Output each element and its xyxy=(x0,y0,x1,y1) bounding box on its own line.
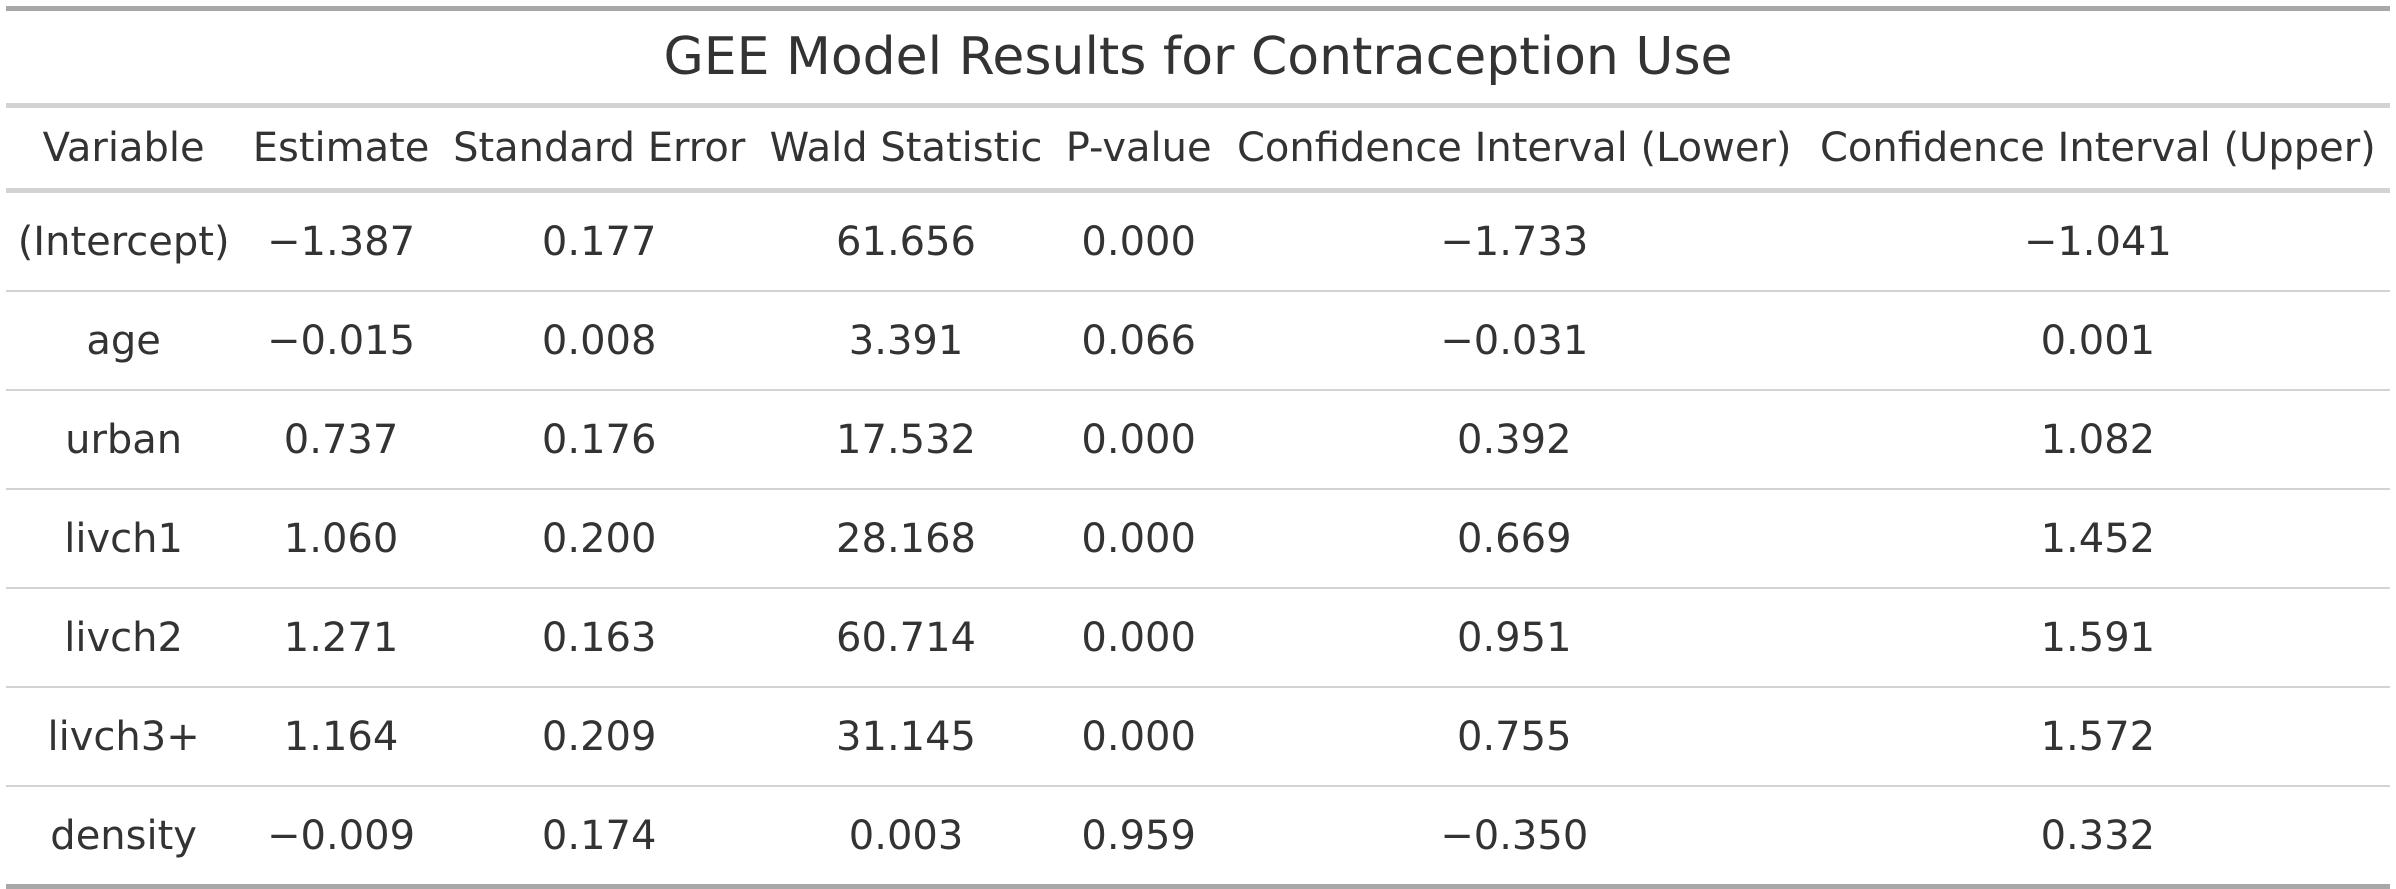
results-table: GEE Model Results for Contraception Use … xyxy=(6,6,2390,889)
table-row: urban 0.737 0.176 17.532 0.000 0.392 1.0… xyxy=(6,390,2390,490)
column-header-p-value: P-value xyxy=(1054,105,1223,193)
cell-standard-error: 0.174 xyxy=(541,812,657,859)
cell-estimate: 1.271 xyxy=(241,588,441,688)
cell-standard-error: 0.176 xyxy=(440,390,758,490)
cell-variable: (Intercept) xyxy=(6,190,242,292)
cell-p-value: 0.000 xyxy=(1054,687,1223,787)
cell-estimate: 1.060 xyxy=(241,489,441,589)
cell-estimate: −0.009 xyxy=(267,812,416,859)
cell-variable: urban xyxy=(6,390,242,490)
column-header-ci-lower: Confidence Interval (Lower) xyxy=(1222,105,1806,193)
cell-ci-lower: −0.350 xyxy=(1440,812,1589,859)
cell-p-value: 0.000 xyxy=(1054,390,1223,490)
cell-standard-error: 0.209 xyxy=(440,687,758,787)
cell-p-value: 0.000 xyxy=(1054,190,1223,292)
cell-standard-error: 0.200 xyxy=(440,489,758,589)
table-row: age −0.015 0.008 3.391 0.066 −0.031 0.00… xyxy=(6,291,2390,391)
cell-p-value: 0.066 xyxy=(1054,291,1223,391)
cell-estimate: 1.164 xyxy=(241,687,441,787)
cell-estimate: −1.387 xyxy=(241,190,441,292)
table-row: livch3+ 1.164 0.209 31.145 0.000 0.755 1… xyxy=(6,687,2390,787)
cell-ci-lower: 0.669 xyxy=(1222,489,1806,589)
cell-ci-upper: 1.082 xyxy=(1805,390,2390,490)
column-header-ci-upper: Confidence Interval (Upper) xyxy=(1805,105,2390,193)
table-row: livch2 1.271 0.163 60.714 0.000 0.951 1.… xyxy=(6,588,2390,688)
column-header-standard-error: Standard Error xyxy=(440,105,758,193)
column-header-variable: Variable xyxy=(6,105,242,193)
cell-ci-upper: 1.572 xyxy=(1805,687,2390,787)
cell-wald-statistic: 28.168 xyxy=(757,489,1055,589)
column-header-estimate: Estimate xyxy=(241,105,441,193)
cell-variable: livch2 xyxy=(6,588,242,688)
cell-ci-lower: 0.951 xyxy=(1222,588,1806,688)
table-row: density −0.009 0.174 0.003 0.959 −0.350 … xyxy=(6,786,2390,887)
cell-variable: livch3+ xyxy=(6,687,242,787)
column-header-wald-statistic: Wald Statistic xyxy=(757,105,1055,193)
cell-ci-lower: 0.392 xyxy=(1222,390,1806,490)
cell-ci-lower: 0.755 xyxy=(1222,687,1806,787)
table-head: GEE Model Results for Contraception Use … xyxy=(6,8,2390,193)
table-title: GEE Model Results for Contraception Use xyxy=(6,8,2390,108)
cell-wald-statistic: 60.714 xyxy=(757,588,1055,688)
cell-standard-error: 0.008 xyxy=(440,291,758,391)
table-container: GEE Model Results for Contraception Use … xyxy=(6,0,2390,889)
cell-estimate: −0.015 xyxy=(241,291,441,391)
cell-ci-upper: 0.332 xyxy=(2040,812,2156,859)
title-row: GEE Model Results for Contraception Use xyxy=(6,8,2390,108)
cell-estimate: 0.737 xyxy=(241,390,441,490)
cell-wald-statistic: 0.003 xyxy=(848,812,964,859)
cell-wald-statistic: 61.656 xyxy=(757,190,1055,292)
cell-standard-error: 0.163 xyxy=(440,588,758,688)
cell-ci-upper: 1.591 xyxy=(1805,588,2390,688)
cell-ci-upper: 1.452 xyxy=(1805,489,2390,589)
table-row: livch1 1.060 0.200 28.168 0.000 0.669 1.… xyxy=(6,489,2390,589)
cell-variable: density xyxy=(50,812,197,859)
table-body: (Intercept) −1.387 0.177 61.656 0.000 −1… xyxy=(6,190,2390,887)
cell-ci-lower: −0.031 xyxy=(1222,291,1806,391)
cell-wald-statistic: 17.532 xyxy=(757,390,1055,490)
cell-variable: livch1 xyxy=(6,489,242,589)
cell-p-value: 0.959 xyxy=(1081,812,1196,859)
cell-ci-lower: −1.733 xyxy=(1222,190,1806,292)
table-row: (Intercept) −1.387 0.177 61.656 0.000 −1… xyxy=(6,190,2390,292)
cell-p-value: 0.000 xyxy=(1054,489,1223,589)
cell-ci-upper: 0.001 xyxy=(1805,291,2390,391)
cell-wald-statistic: 31.145 xyxy=(757,687,1055,787)
cell-ci-upper: −1.041 xyxy=(1805,190,2390,292)
cell-wald-statistic: 3.391 xyxy=(757,291,1055,391)
cell-standard-error: 0.177 xyxy=(440,190,758,292)
cell-variable: age xyxy=(6,291,242,391)
cell-p-value: 0.000 xyxy=(1054,588,1223,688)
header-row: Variable Estimate Standard Error Wald St… xyxy=(6,105,2390,193)
